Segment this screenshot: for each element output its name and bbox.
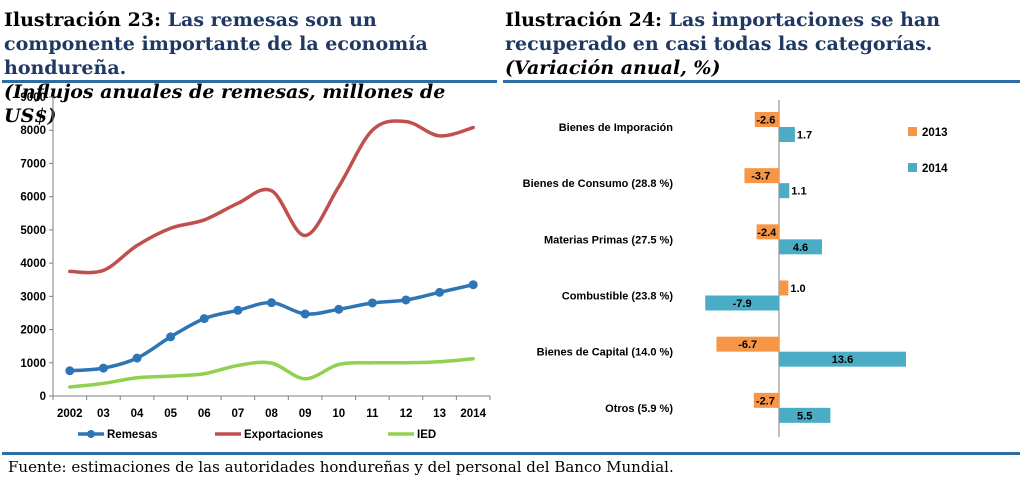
x-tick-label: 05 xyxy=(164,408,177,420)
bar-2013 xyxy=(779,280,789,296)
data-point-remesas xyxy=(334,304,344,314)
left-chart-label: Ilustración 23: xyxy=(4,9,162,31)
data-point-remesas xyxy=(199,314,209,324)
data-point-remesas xyxy=(435,287,445,297)
bar-2014 xyxy=(779,127,795,142)
data-point-remesas xyxy=(367,298,377,308)
bar-2013 xyxy=(756,224,779,240)
data-label-2013: -2.4 xyxy=(757,227,777,239)
x-tick-label: 04 xyxy=(131,408,144,420)
category-label: Bienes de Consumo (28.8 %) xyxy=(523,178,674,190)
data-label-2013: -3.7 xyxy=(751,171,770,183)
category-label: Combustible (23.8 %) xyxy=(562,291,674,303)
data-label-2014: 13.6 xyxy=(832,354,853,366)
data-label-2013: -2.6 xyxy=(756,115,775,127)
bar-2013 xyxy=(744,168,779,184)
right-chart-heading: Las importaciones se han recuperado en c… xyxy=(505,9,941,55)
series-line-remesas xyxy=(68,282,475,373)
x-tick-label: 10 xyxy=(332,408,345,420)
category-label: Materias Primas (27.5 %) xyxy=(544,234,673,246)
x-tick-label: 09 xyxy=(299,408,312,420)
bar-2013 xyxy=(716,336,779,352)
data-label-2014: 4.6 xyxy=(793,242,808,254)
bar-2014 xyxy=(779,239,822,255)
data-label-2013: 1.0 xyxy=(790,283,805,295)
x-tick-label: 03 xyxy=(97,408,110,420)
data-point-remesas xyxy=(267,298,276,308)
y-tick-label: 5000 xyxy=(20,225,46,237)
footer-divider xyxy=(2,452,1020,455)
legend-label: Remesas xyxy=(107,429,158,441)
left-chart-heading: Las remesas son un componente importante… xyxy=(4,9,428,79)
legend-swatch xyxy=(908,127,917,136)
left-chart-title: Ilustración 23: Las remesas son un compo… xyxy=(4,8,494,128)
x-tick-label: 2014 xyxy=(460,408,486,420)
source-note: Fuente: estimaciones de las autoridades … xyxy=(8,458,674,476)
series-line-ied xyxy=(68,357,475,389)
data-label-2014: 1.7 xyxy=(797,130,812,142)
x-tick-label: 06 xyxy=(198,408,211,420)
data-label-2013: -2.7 xyxy=(756,395,775,407)
category-label: Bienes de Capital (14.0 %) xyxy=(537,347,674,359)
y-tick-label: 2000 xyxy=(20,325,46,337)
legend-swatch xyxy=(908,163,917,172)
legend-label: 2014 xyxy=(922,163,948,175)
right-title-divider xyxy=(503,80,1020,83)
data-point-remesas xyxy=(132,353,142,363)
right-chart-label: Ilustración 24: xyxy=(505,9,663,31)
data-point-remesas xyxy=(300,309,310,319)
data-label-2014: -7.9 xyxy=(733,298,752,310)
x-tick-label: 08 xyxy=(265,408,278,420)
y-tick-label: 0 xyxy=(40,391,46,403)
x-tick-label: 11 xyxy=(366,408,379,420)
data-label-2014: 1.1 xyxy=(791,186,806,198)
data-label-2013: -6.7 xyxy=(738,339,757,351)
right-chart-subtitle: (Variación anual, %) xyxy=(505,57,721,79)
right-chart-title: Ilustración 24: Las importaciones se han… xyxy=(505,8,1015,80)
legend-label: IED xyxy=(417,429,436,441)
x-tick-label: 13 xyxy=(433,408,446,420)
y-tick-label: 9000 xyxy=(20,92,46,104)
data-point-remesas xyxy=(166,332,176,342)
y-tick-label: 4000 xyxy=(20,258,46,270)
remittances-line-chart: 0 1000 2000 3000 4000 5000 6000 7000 8000 9000 200… xyxy=(20,92,491,441)
bar-2014 xyxy=(779,183,790,199)
y-tick-label: 8000 xyxy=(20,125,46,137)
y-tick-label: 6000 xyxy=(20,192,46,204)
data-point-remesas xyxy=(65,366,75,376)
y-tick-label: 7000 xyxy=(20,158,46,170)
x-tick-label: 2002 xyxy=(57,408,83,420)
data-point-remesas xyxy=(401,295,411,305)
y-tick-label: 1000 xyxy=(20,358,46,370)
data-label-2014: 5.5 xyxy=(797,410,812,422)
bar-2014 xyxy=(779,351,906,367)
data-point-remesas xyxy=(98,363,108,373)
left-chart-subtitle: (Influjos anuales de remesas, millones d… xyxy=(4,81,446,127)
y-tick-label: 3000 xyxy=(20,291,46,303)
series-line-exportaciones xyxy=(68,119,475,275)
legend-marker xyxy=(87,430,95,438)
x-tick-label: 07 xyxy=(231,408,244,420)
bar-2014 xyxy=(779,407,831,423)
data-point-remesas xyxy=(468,280,478,290)
bar-2013 xyxy=(753,392,779,408)
x-tick-label: 12 xyxy=(400,408,413,420)
category-label: Bienes de Imporación xyxy=(559,122,674,134)
bar-2013 xyxy=(754,112,779,127)
legend-label: Exportaciones xyxy=(244,429,323,441)
left-title-divider xyxy=(2,80,497,83)
bar-2014 xyxy=(705,295,779,311)
imports-bar-chart: Bienes de Imporación -2.6 1.7 Bienes de Con… xyxy=(523,100,948,437)
data-point-remesas xyxy=(233,305,243,315)
category-label: Otros (5.9 %) xyxy=(605,403,673,415)
legend-label: 2013 xyxy=(922,127,948,139)
